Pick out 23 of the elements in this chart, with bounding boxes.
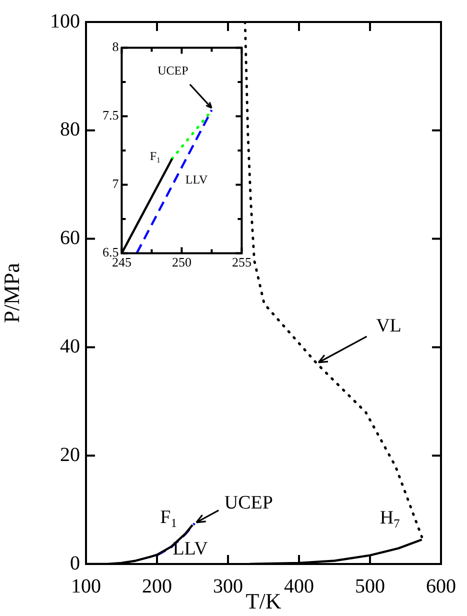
x-tick-label: 200 bbox=[142, 575, 172, 598]
y-tick-label: 40 bbox=[60, 335, 80, 358]
y-tick-label: 20 bbox=[60, 444, 80, 466]
y-tick-label: 60 bbox=[60, 227, 80, 250]
y-tick-label: 80 bbox=[60, 118, 80, 141]
x-tick-label: 400 bbox=[284, 575, 314, 598]
annotation: LLV bbox=[185, 172, 208, 186]
y-tick-label: 7 bbox=[112, 176, 120, 192]
y-tick-label: 8 bbox=[112, 39, 119, 54]
x-tick-label: 600 bbox=[426, 575, 456, 598]
y-tick-label: 0 bbox=[70, 552, 80, 574]
annotation: UCEP bbox=[224, 492, 273, 514]
x-axis-title: T/K bbox=[246, 588, 282, 614]
x-tick-label: 300 bbox=[213, 575, 243, 598]
x-tick-label: 500 bbox=[355, 575, 385, 598]
y-axis-title: P/MPa bbox=[0, 262, 24, 323]
x-tick-label: 250 bbox=[172, 254, 192, 270]
annotation: UCEP bbox=[158, 64, 189, 78]
y-tick-label: 100 bbox=[50, 10, 80, 32]
annotation: LLV bbox=[172, 538, 208, 560]
x-tick-label: 255 bbox=[232, 254, 252, 270]
y-tick-label: 7.5 bbox=[102, 108, 119, 123]
annotation: VL bbox=[376, 315, 402, 336]
